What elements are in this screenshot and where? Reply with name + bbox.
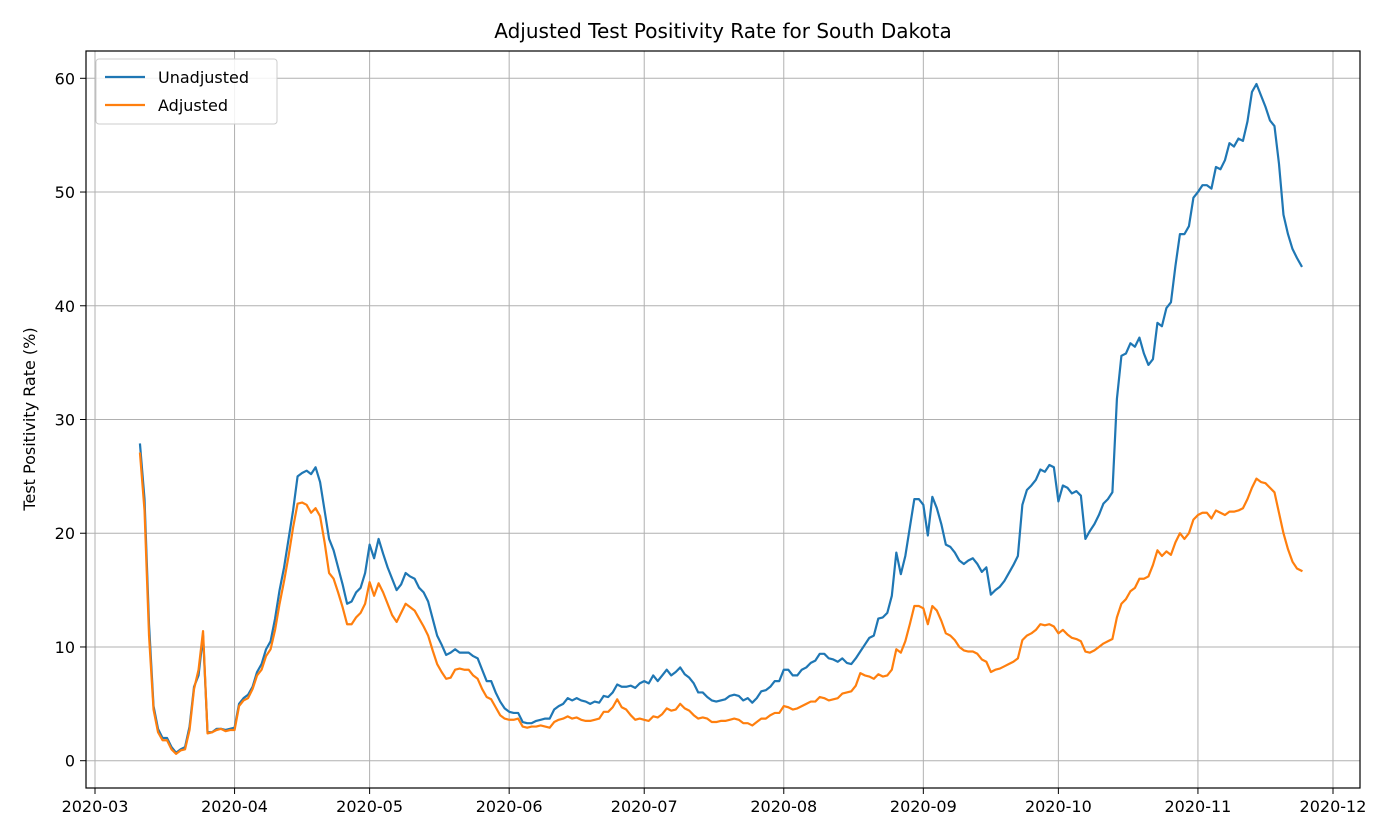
legend-label-adjusted: Adjusted (158, 96, 228, 115)
y-tick-label: 20 (55, 524, 75, 543)
grid (86, 51, 1360, 788)
y-tick-label: 40 (55, 297, 75, 316)
x-tick-label: 2020-09 (890, 797, 957, 816)
x-tick-label: 2020-10 (1025, 797, 1092, 816)
y-tick-label: 30 (55, 411, 75, 430)
y-tick-label: 60 (55, 69, 75, 88)
series-layer (138, 82, 1303, 755)
x-tick-label: 2020-11 (1165, 797, 1232, 816)
legend-label-unadjusted: Unadjusted (158, 68, 249, 87)
x-tick-label: 2020-12 (1300, 797, 1367, 816)
legend: Unadjusted Adjusted (95, 58, 278, 125)
y-tick-label: 50 (55, 183, 75, 202)
x-tick-label: 2020-05 (336, 797, 403, 816)
x-tick-label: 2020-03 (62, 797, 129, 816)
y-tick-label: 0 (65, 752, 75, 771)
x-tick-label: 2020-08 (750, 797, 817, 816)
x-tick-label: 2020-07 (611, 797, 678, 816)
x-tick-label: 2020-06 (476, 797, 543, 816)
legend-box (95, 58, 278, 125)
chart-title: Adjusted Test Positivity Rate for South … (494, 19, 951, 43)
axis-ticks: 2020-03 2020-04 2020-05 2020-06 2020-07 2020-… (55, 69, 1367, 816)
x-tick-label: 2020-04 (201, 797, 268, 816)
y-axis-label: Test Positivity Rate (%) (20, 327, 39, 511)
series-line-adjusted (138, 452, 1303, 755)
series-line-unadjusted (138, 82, 1303, 754)
y-tick-label: 10 (55, 638, 75, 657)
